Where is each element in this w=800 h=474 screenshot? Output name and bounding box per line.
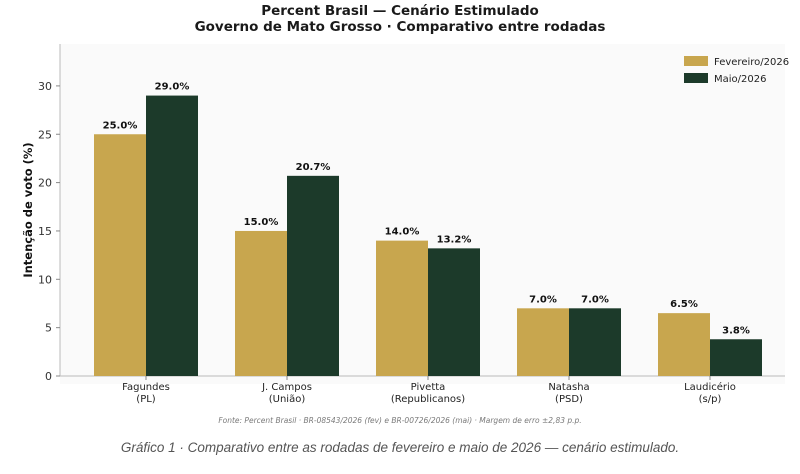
bar [235, 230, 287, 376]
legend-label: Fevereiro/2026 [714, 57, 789, 68]
legend-swatch [684, 73, 708, 83]
data-label: 3.8% [722, 325, 750, 336]
chart-subtitle: Governo de Mato Grosso · Comparativo ent… [194, 19, 606, 35]
y-tick-label: 5 [45, 322, 52, 335]
bar-chart: 0 5 10 15 20 25 30 Intenção de voto (%) 25.0% 29.… [21, 44, 789, 405]
figure-caption: Gráfico 1 · Comparativo entre as rodadas… [120, 440, 680, 455]
bar [428, 248, 480, 376]
data-label: 13.2% [437, 234, 472, 245]
source-note: Fonte: Percent Brasil · BR-08543/2026 (f… [218, 416, 582, 425]
legend-label: Maio/2026 [714, 74, 766, 85]
bar [376, 240, 428, 376]
y-tick-label: 30 [38, 80, 52, 93]
data-label: 7.0% [581, 294, 609, 305]
data-label: 29.0% [155, 82, 190, 93]
bar [517, 308, 569, 376]
y-tick-label: 0 [45, 370, 52, 383]
x-tick-label: Laudicério [684, 381, 736, 393]
x-tick-sublabel: (Republicanos) [391, 394, 465, 405]
bar [287, 175, 339, 376]
x-tick-label: Fagundes [122, 382, 170, 393]
y-axis-label: Intenção de voto (%) [21, 142, 35, 277]
bar [569, 308, 621, 376]
data-label: 14.0% [385, 227, 420, 238]
data-label: 20.7% [296, 162, 331, 173]
x-tick-sublabel: (PL) [136, 394, 156, 405]
data-label: 7.0% [529, 294, 557, 305]
data-label: 25.0% [103, 120, 138, 131]
y-tick-label: 25 [38, 128, 52, 141]
x-tick-sublabel: (União) [269, 394, 306, 405]
x-tick-label: Natasha [548, 382, 589, 393]
x-tick-sublabel: (s/p) [699, 394, 722, 405]
data-label: 6.5% [670, 299, 698, 310]
bar [146, 95, 198, 376]
data-label: 15.0% [244, 217, 279, 228]
x-tick-sublabel: (PSD) [555, 394, 583, 405]
bar [710, 339, 762, 376]
chart-title: Percent Brasil — Cenário Estimulado [261, 3, 539, 19]
x-tick-label: Pivetta [411, 382, 446, 393]
y-tick-label: 20 [38, 177, 52, 190]
y-tick-label: 15 [38, 225, 52, 238]
bar [94, 134, 146, 376]
y-tick-label: 10 [38, 273, 52, 286]
legend-swatch [684, 56, 708, 66]
bar [658, 313, 710, 376]
x-tick-label: J. Campos [261, 382, 312, 393]
